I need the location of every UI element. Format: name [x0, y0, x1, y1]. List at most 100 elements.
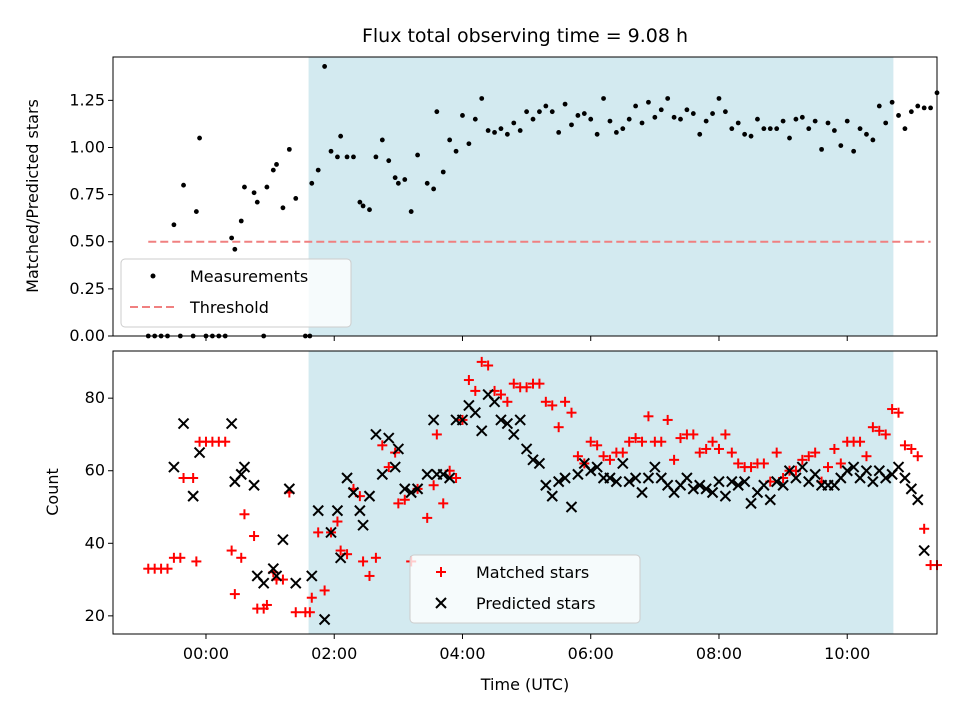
matched-star-point [463, 375, 474, 386]
measurement-point [767, 126, 773, 132]
predicted-star-point [694, 479, 706, 491]
measurement-point [915, 103, 921, 109]
measurement-point [504, 131, 510, 137]
predicted-star-point [389, 461, 401, 473]
predicted-star-point [411, 483, 424, 495]
matched-star-point [422, 512, 433, 523]
top-plot-frame [112, 56, 938, 337]
predicted-star-point [257, 577, 270, 589]
matched-star-point [701, 443, 712, 454]
matched-star-point [604, 454, 615, 465]
measurement-point [453, 148, 459, 154]
matched-star-point [364, 570, 375, 581]
predicted-star-point [267, 562, 280, 575]
predicted-star-point [905, 483, 918, 495]
matched-star-point [304, 607, 315, 618]
legend-label-predicted: Predicted stars [476, 594, 596, 613]
predicted-star-point [476, 425, 488, 437]
predicted-star-point [370, 428, 382, 441]
matched-star-point [332, 516, 343, 527]
measurement-point [876, 103, 882, 109]
measurement-point [588, 116, 594, 122]
matched-star-point [393, 498, 404, 509]
predicted-star-point [841, 465, 853, 477]
predicted-star-point [514, 414, 526, 426]
matched-star-point [451, 472, 462, 483]
measurement-point [351, 154, 356, 160]
predicted-star-point [790, 472, 802, 484]
matched-star-point [880, 429, 891, 440]
measurement-point [806, 126, 812, 132]
measurement-point [466, 141, 472, 147]
bottom-legend-box [409, 554, 641, 624]
measurement-point [857, 126, 863, 132]
measurement-point [344, 154, 350, 160]
measurement-point [254, 199, 260, 205]
predicted-star-point [312, 504, 324, 517]
matched-star-point [726, 447, 737, 458]
matched-star-point [797, 454, 808, 465]
matched-star-point [383, 462, 394, 473]
predicted-star-point [168, 461, 180, 473]
predicted-star-point [488, 396, 501, 408]
measurement-point [367, 207, 372, 213]
matched-star-point [861, 451, 872, 462]
matched-star-point [803, 451, 814, 462]
legend-marker-measurements [150, 273, 156, 279]
predicted-star-point [527, 454, 539, 466]
predicted-star-point [758, 479, 770, 491]
predicted-star-point [552, 475, 565, 488]
matched-star-point [637, 436, 648, 447]
measurement-point [639, 120, 645, 126]
measurement-point [197, 135, 202, 141]
matched-star-point [476, 356, 487, 367]
predicted-star-point [687, 483, 700, 495]
legend-marker-predicted [435, 597, 447, 609]
predicted-star-point [700, 483, 712, 495]
x-axis-title: Time (UTC) [480, 675, 569, 694]
predicted-star-point [405, 486, 417, 499]
measurement-point [729, 126, 735, 132]
matched-star-point [617, 447, 628, 458]
top-legend-box [120, 258, 352, 328]
matched-star-point [713, 443, 724, 454]
y-tick-label: 1.00 [69, 137, 105, 156]
matched-star-point [290, 607, 301, 618]
matched-star-point [470, 385, 481, 396]
predicted-star-point [383, 432, 395, 444]
matched-star-point [236, 552, 247, 563]
legend-marker-matched [436, 567, 446, 577]
matched-star-point [746, 462, 757, 473]
measurement-point [838, 143, 844, 149]
matched-star-point [874, 425, 885, 436]
predicted-star-point [706, 486, 719, 499]
predicted-star-point [540, 479, 552, 491]
predicted-star-point [892, 461, 905, 473]
measurement-point [780, 118, 786, 124]
predicted-star-point [392, 443, 405, 455]
matched-star-point [553, 422, 564, 433]
measurement-point [908, 109, 914, 115]
predicted-star-point [610, 475, 623, 488]
matched-star-point [707, 436, 718, 447]
bottom-plot-frame [112, 350, 938, 635]
measurement-point [799, 114, 805, 120]
measurement-point [921, 105, 927, 111]
measurement-point [697, 131, 703, 137]
measurement-point [335, 154, 340, 160]
measurement-point [242, 184, 247, 190]
measurement-point [825, 120, 831, 126]
y-tick-label: 1.25 [69, 90, 105, 109]
measurement-point [870, 137, 876, 143]
predicted-star-point [617, 457, 629, 470]
x-tick-label: 02:00 [311, 644, 357, 663]
matched-star-point [566, 407, 577, 418]
measurement-point [620, 126, 626, 132]
predicted-star-point [520, 443, 533, 455]
measurement-point [379, 137, 385, 143]
measurement-point [270, 167, 276, 173]
measurement-point [434, 109, 440, 115]
legend-label-measurements: Measurements [190, 267, 308, 286]
measurement-point [530, 116, 536, 122]
predicted-star-point [399, 483, 411, 495]
